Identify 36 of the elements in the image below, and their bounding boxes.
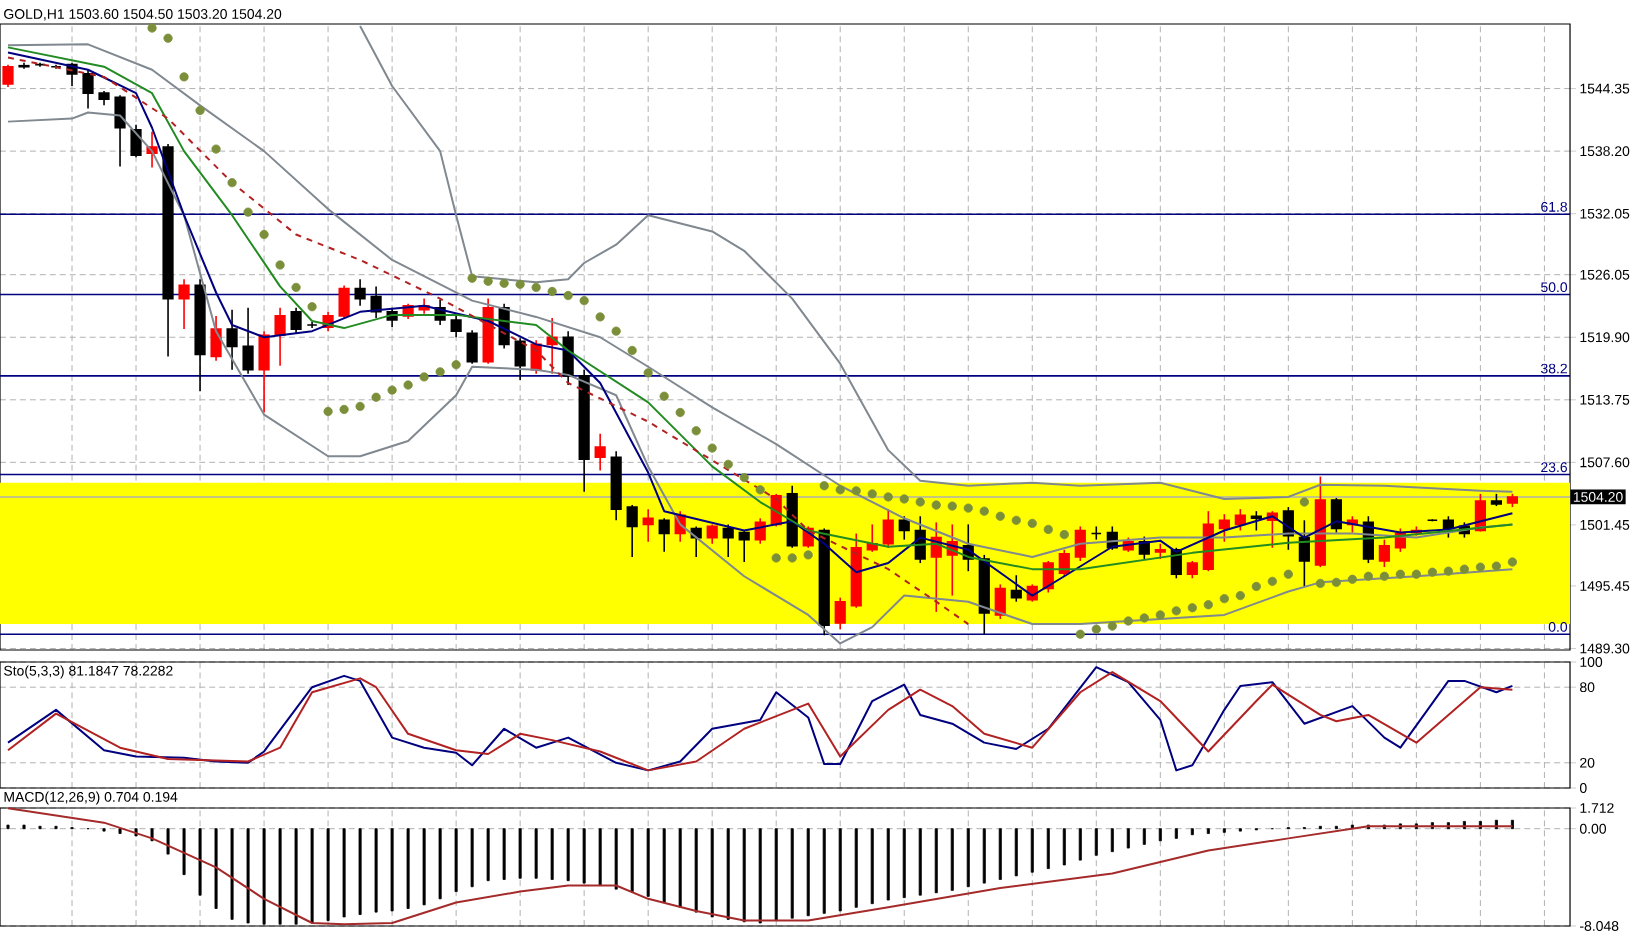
candlestick	[258, 330, 270, 414]
line-series	[7, 807, 1514, 926]
candlestick	[194, 278, 206, 392]
candlestick	[1074, 525, 1086, 562]
candlestick	[450, 315, 462, 339]
candlestick	[578, 369, 590, 493]
candlestick	[738, 529, 750, 563]
candlestick	[306, 321, 318, 329]
candlestick	[466, 329, 478, 365]
candlestick	[2, 63, 14, 88]
candlestick	[210, 315, 222, 362]
line-series	[359, 25, 1514, 500]
candlestick	[834, 596, 846, 630]
candlestick	[658, 517, 670, 553]
candlestick	[114, 94, 126, 168]
candlestick	[130, 123, 142, 159]
candlestick	[226, 308, 238, 371]
candlestick	[706, 523, 718, 545]
candlestick	[162, 143, 174, 358]
candlestick	[786, 484, 798, 549]
candlestick	[594, 433, 606, 472]
candlestick	[18, 61, 30, 70]
candlestick	[850, 532, 862, 609]
candlestick	[514, 337, 526, 381]
candlestick	[242, 306, 254, 375]
candlestick	[1010, 574, 1022, 603]
line-series	[7, 56, 970, 626]
candlestick	[274, 306, 286, 367]
candlestick	[1090, 525, 1102, 541]
candlestick	[178, 278, 190, 330]
candlestick	[354, 278, 366, 307]
candlestick	[994, 583, 1006, 620]
candlestick	[98, 90, 110, 107]
candlestick	[626, 504, 638, 558]
candlestick	[610, 450, 622, 522]
candlestick	[642, 508, 654, 543]
